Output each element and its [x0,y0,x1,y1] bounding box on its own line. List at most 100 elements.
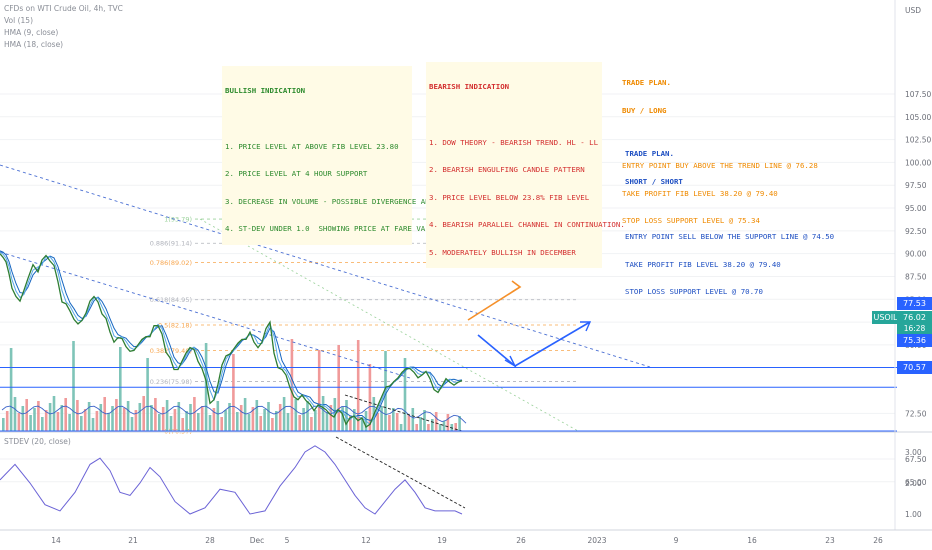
volume-bar [177,402,181,432]
volume-bar [399,424,403,432]
volume-bar [317,350,321,432]
symbol-title[interactable]: CFDs on WTI Crude Oil, 4h, TVC [4,4,123,13]
bearish-note[interactable]: BEARISH INDICATION 1. DOW THEORY - BEARI… [426,62,625,269]
volume-bar [2,418,5,432]
long-plan-note[interactable]: TRADE PLAN. BUY / LONG ENTRY POINT BUY A… [622,60,818,235]
fib-level-label: 0.786(89.02) [150,259,192,267]
volume-bar [25,399,28,432]
stdev-legend[interactable]: STDEV (20, close) [4,437,71,446]
volume-bar [388,415,391,432]
fib-level-label: 0.618(84.95) [150,296,192,304]
volume-bar [232,354,235,432]
indicator-legend-hma18[interactable]: HMA (18, close) [4,40,64,49]
volume-bar [407,415,411,432]
short-arrow-line [477,321,591,367]
x-tick-label: 5 [285,536,290,545]
volume-bar [37,401,40,432]
volume-bar [72,341,75,432]
bullish-line-2: 2. PRICE LEVEL AT 4 HOUR SUPPORT [225,169,368,179]
volume-bar [212,408,216,432]
indicator-legend-vol[interactable]: Vol (15) [4,16,34,25]
stdev-line [0,445,463,515]
price-tag-resistance[interactable]: 77.53 [897,297,932,310]
volume-bar [21,406,25,432]
long-arrowhead [511,280,522,293]
volume-bars [1,339,467,433]
long-plan-line-1: ENTRY POINT BUY ABOVE THE TREND LINE @ 7… [622,161,818,171]
volume-bar [48,403,52,432]
price-tag-last[interactable]: 76.02 [897,311,932,324]
volume-bar [80,416,83,432]
volume-bar [208,415,212,432]
volume-bar [33,408,36,432]
volume-bar [360,418,364,432]
bullish-line-3: 3. DECREASE IN VOLUME - POSSIBLE DIVERGE… [225,196,444,206]
bullish-note[interactable]: BULLISH INDICATION 1. PRICE LEVEL AT ABO… [222,66,444,245]
price-tag-support-upper[interactable]: 75.36 [897,334,932,347]
volume-bar [76,400,79,432]
long-plan-subtitle: BUY / LONG [622,106,667,116]
bearish-line-2: 2. BEARISH ENGULFING CANDLE PATTERN [429,165,585,175]
volume-bar [91,418,95,432]
volume-bar [341,407,344,432]
price-tag-symbol[interactable]: USOIL [872,311,899,324]
volume-bar [337,345,340,432]
short-plan-line-3: STOP LOSS SUPPORT LEVEL @ 70.70 [625,287,763,297]
volume-bar [255,400,259,432]
fib-trend-line [199,218,579,432]
bullish-line-1: 1. PRICE LEVEL AT ABOVE FIB LEVEL 23.80 [225,141,399,151]
y-tick-label: 65.00 [905,478,927,487]
volume-bar [356,340,360,432]
volume-bar [419,417,422,432]
volume-bar [329,405,333,432]
volume-bar [107,413,110,432]
y-tick-label: 92.50 [905,227,927,236]
hma9-line [0,251,463,426]
volume-bar [200,406,204,432]
y-tick-label: 67.50 [905,455,927,464]
volume-bar [325,412,329,432]
x-tick-label: 16 [747,536,757,545]
hma18-line [0,250,463,421]
long-arrow-line [467,286,521,321]
x-tick-label: 2023 [587,536,606,545]
volume-bar [158,414,161,432]
volume-bar [161,407,165,432]
bar-countdown: 16:28 [897,322,932,335]
volume-bar [434,412,438,432]
volume-bar [119,347,122,432]
x-tick-label: Dec [250,536,265,545]
volume-bar [353,409,356,432]
currency-label: USD [905,6,922,15]
volume-bar [17,413,21,432]
volume-bar [13,397,17,432]
short-plan-note[interactable]: TRADE PLAN. SHORT / SHORT ENTRY POINT SE… [625,131,834,306]
volume-bar [185,411,188,432]
volume-bar [126,401,130,432]
y-tick-label: 105.00 [905,113,931,122]
volume-bar [41,417,44,432]
x-tick-label: 19 [437,536,447,545]
volume-bar [395,413,399,432]
volume-bar [349,416,352,432]
volume-bar [197,413,200,432]
volume-bar [302,408,305,432]
indicator-legend-hma9[interactable]: HMA (9, close) [4,28,59,37]
price-tag-support-lower[interactable]: 70.57 [897,361,932,374]
volume-bar [438,424,442,432]
volume-bar [103,397,106,432]
y-tick-label: 107.50 [905,90,931,99]
horizontal-levels[interactable] [0,366,897,432]
x-tick-label: 9 [674,536,679,545]
volume-bar [239,405,243,432]
volume-bar [150,405,153,432]
long-plan-title: TRADE PLAN. [622,78,671,88]
volume-bar [122,408,126,432]
x-tick-label: 26 [873,536,883,545]
volume-bar [193,397,196,432]
volume-bar [181,418,184,432]
fib-level-label: 0.236(75.98) [150,378,192,386]
volume-divergence-line [344,394,466,433]
short-plan-line-2: TAKE PROFIT FIB LEVEL 38.20 @ 79.40 [625,259,781,269]
